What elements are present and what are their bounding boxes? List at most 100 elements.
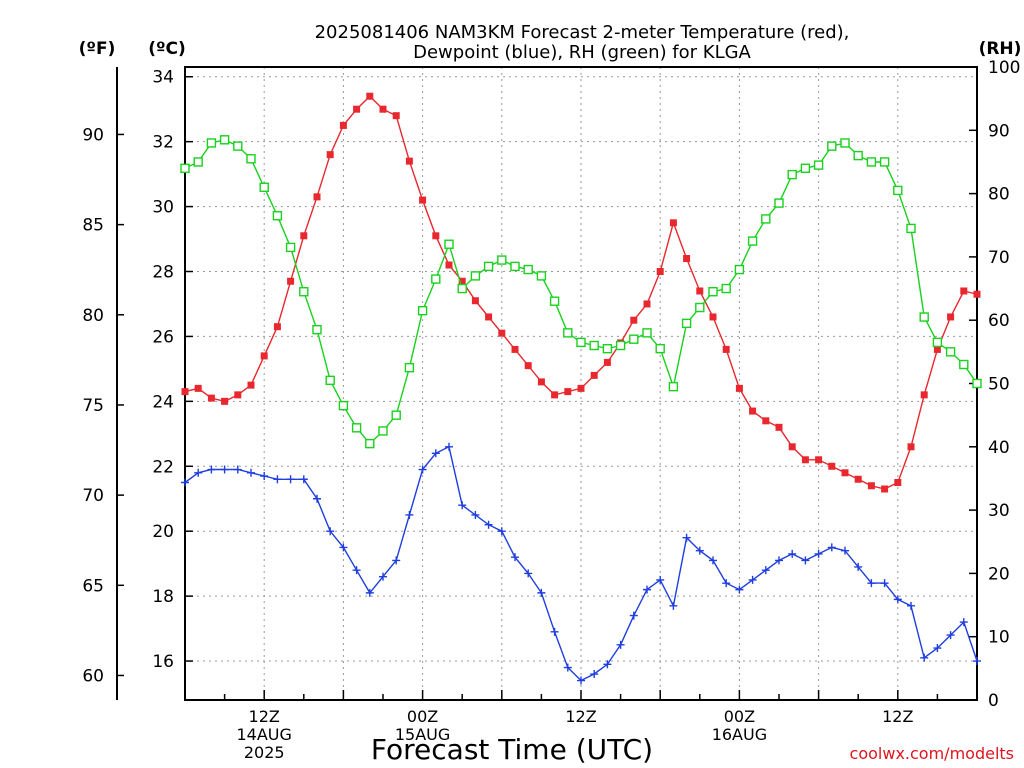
- temperature-point: [392, 112, 400, 120]
- temperature-point: [207, 394, 215, 402]
- rh-tick-label: 60: [988, 311, 1010, 331]
- temperature-point: [194, 384, 202, 392]
- dewpoint-point: [761, 566, 770, 575]
- temperature-point: [881, 485, 889, 493]
- dewpoint-point: [590, 670, 599, 679]
- rh-point: [444, 239, 454, 249]
- rh-point: [536, 271, 547, 281]
- dewpoint-point: [194, 468, 203, 477]
- rh-point: [233, 141, 243, 151]
- dewpoint-point: [907, 601, 915, 610]
- dewpoint-point: [299, 475, 308, 484]
- dewpoint-point: [656, 575, 665, 584]
- dewpoint-point: [207, 465, 216, 474]
- rh-point: [431, 274, 441, 284]
- dewpoint-point: [709, 556, 717, 565]
- rh-point: [761, 214, 771, 224]
- rh-tick-label: 30: [988, 501, 1010, 521]
- temperature-point: [735, 384, 743, 392]
- chart-title: 2025081406 NAM3KM Forecast 2-meter Tempe…: [315, 22, 850, 63]
- plot-frame: [184, 66, 978, 701]
- x-axis-title: Forecast Time (UTC): [371, 733, 653, 766]
- dewpoint-point: [920, 653, 929, 662]
- rh-point: [866, 157, 877, 167]
- rh-point: [681, 318, 692, 329]
- temperature-point: [379, 105, 387, 113]
- temperature-point: [405, 157, 413, 165]
- fahrenheit-tick-label: 60: [82, 666, 104, 686]
- temperature-point: [696, 287, 704, 295]
- temperature-point: [775, 423, 783, 431]
- temperature-point: [511, 345, 519, 353]
- fahrenheit-tick-label: 90: [82, 125, 104, 145]
- dewpoint-point: [616, 640, 625, 649]
- series-rh: [180, 135, 982, 449]
- rh-point: [602, 343, 613, 354]
- dewpoint-point: [973, 657, 981, 666]
- celsius-tick-label: 22: [152, 457, 174, 477]
- rh-point: [470, 271, 481, 281]
- x-tick-label: 15AUG: [395, 725, 450, 744]
- dewpoint-point: [247, 468, 255, 477]
- rh-point: [549, 296, 560, 306]
- x-tick-label: 00Z: [407, 707, 438, 726]
- temperature-point: [722, 345, 730, 353]
- rh-point: [391, 410, 401, 420]
- chart-title-line2: Dewpoint (blue), RH (green) for KLGA: [413, 42, 751, 63]
- rh-tick-label: 90: [988, 121, 1010, 141]
- temperature-point: [762, 417, 770, 425]
- series-dewpoint: [181, 442, 981, 685]
- rh-point: [787, 169, 797, 180]
- dewpoint-point: [946, 631, 955, 640]
- dewpoint-point: [933, 644, 942, 653]
- dewpoint-point: [550, 627, 559, 636]
- rh-point: [338, 400, 349, 411]
- grid-lines: [185, 67, 977, 700]
- temperature-point: [867, 482, 875, 490]
- temperature-point: [933, 345, 941, 353]
- rh-tick-label: 70: [988, 248, 1010, 268]
- dewpoint-point: [445, 442, 453, 451]
- rh-point: [906, 223, 916, 234]
- temperature-point: [907, 443, 915, 451]
- temperature-point: [894, 479, 902, 487]
- celsius-tick-label: 26: [152, 327, 174, 347]
- x-tick-label: 16AUG: [712, 725, 767, 744]
- celsius-tick-label: 32: [152, 133, 174, 153]
- rh-axis-unit: (RH): [979, 39, 1022, 59]
- temperature-point: [815, 456, 823, 464]
- fahrenheit-tick-label: 75: [82, 396, 104, 416]
- temperature-point: [300, 232, 308, 240]
- celsius-tick-label: 30: [152, 198, 174, 218]
- dewpoint-point: [603, 660, 612, 669]
- rh-point: [589, 340, 599, 351]
- fahrenheit-tick-label: 65: [82, 576, 104, 596]
- temperature-point: [683, 255, 691, 263]
- rh-point: [246, 154, 256, 164]
- dewpoint-point: [273, 475, 282, 484]
- temperature-point: [339, 121, 347, 129]
- temperature-point: [590, 371, 598, 379]
- rh-point: [840, 138, 850, 148]
- temperature-point: [181, 388, 189, 396]
- temperature-point: [577, 384, 585, 392]
- dewpoint-point: [959, 618, 968, 627]
- rh-point: [497, 255, 507, 265]
- rh-point: [272, 211, 283, 221]
- celsius-tick-label: 18: [152, 587, 174, 607]
- celsius-tick-label: 16: [152, 652, 174, 672]
- rh-tick-label: 0: [988, 691, 999, 711]
- dewpoint-point: [339, 543, 348, 552]
- rh-point: [378, 426, 388, 436]
- dewpoint-point: [260, 472, 269, 481]
- temperature-point: [551, 391, 559, 399]
- fahrenheit-tick-label: 80: [82, 306, 104, 326]
- temperature-point: [656, 268, 664, 276]
- rh-point: [827, 141, 837, 151]
- rh-point: [668, 381, 679, 392]
- rh-tick-label: 80: [988, 185, 1010, 205]
- dewpoint-point: [867, 579, 876, 588]
- dewpoint-point: [181, 478, 189, 487]
- rh-point: [417, 306, 428, 316]
